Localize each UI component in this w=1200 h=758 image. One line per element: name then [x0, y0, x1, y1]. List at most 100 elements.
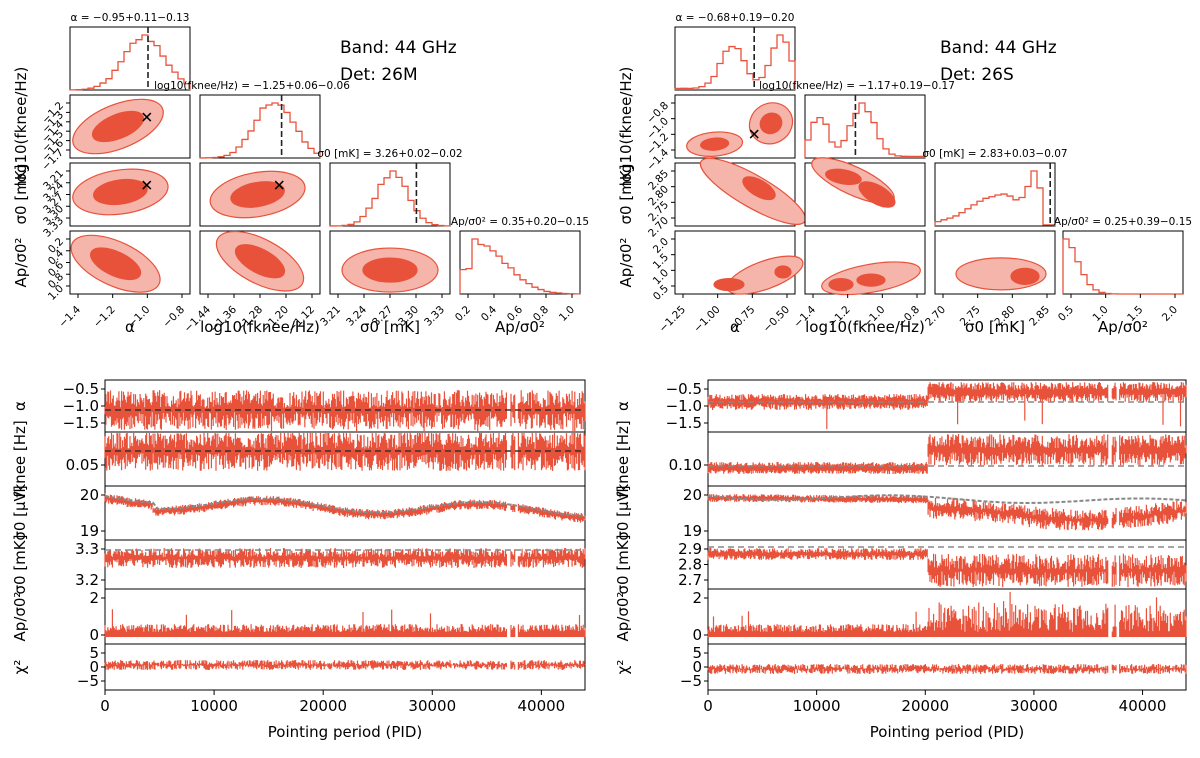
y-tick-label: 2: [692, 589, 702, 607]
x-axis-label: α: [730, 318, 740, 336]
y-axis-label: Ap/σ0²: [617, 238, 635, 288]
y-tick-label: 0: [89, 626, 99, 644]
contour: [90, 247, 142, 281]
y-tick-label: −1.5: [63, 414, 99, 432]
y-tick-label: 5: [692, 644, 702, 662]
y-tick-label: −1.0: [666, 397, 702, 415]
y-axis-label: Ap/σ0²: [11, 592, 29, 642]
histogram-bars: [459, 238, 581, 295]
y-axis-label: fknee [Hz]: [614, 420, 632, 498]
histogram-title: Ap/σ0² = 0.25+0.39−0.15: [1054, 216, 1192, 228]
histogram-bars: [199, 102, 321, 159]
x-tick-label: 40000: [1119, 697, 1167, 715]
series-trace: [707, 548, 1187, 588]
panel-26M: Band: 44 GHz Det: 26M: [340, 38, 457, 85]
y-tick-label: 5: [89, 644, 99, 662]
truth-marker: [749, 129, 759, 139]
corner-axes: [459, 230, 581, 295]
y-tick-label: 2.7: [678, 571, 702, 589]
y-axis-label: log10(fknee/Hz): [617, 67, 635, 187]
histogram-bars: [1062, 238, 1183, 295]
y-tick-label: 2: [89, 589, 99, 607]
x-axis-label: log10(fknee/Hz): [200, 318, 320, 336]
histogram-bars: [69, 34, 191, 91]
corner-axes: [674, 26, 796, 91]
x-tick-label: 40000: [518, 697, 566, 715]
x-tick-label: 30000: [408, 697, 456, 715]
y-axis-label: χ²: [614, 660, 632, 675]
corner-plot-0: α = −0.95+0.11−0.13−1.2−1.3−1.4−1.5−1.6−…: [12, 12, 589, 336]
band-label: Band: 44 GHz: [340, 38, 457, 58]
y-tick-label: −0.5: [63, 380, 99, 398]
x-tick-label: 20000: [299, 697, 347, 715]
y-tick-label: 20: [80, 486, 99, 504]
x-tick-label: −1.4: [57, 303, 84, 330]
histogram-title: Ap/σ0² = 0.35+0.20−0.15: [451, 216, 589, 228]
x-tick-label: 1.0: [557, 304, 577, 324]
contour: [828, 277, 854, 292]
y-axis-label: α: [614, 401, 632, 411]
y-tick-label: 19: [80, 522, 99, 540]
histogram-title: log10(fknee/Hz) = −1.17+0.19−0.17: [759, 80, 955, 92]
y-tick-label: 0.05: [66, 456, 99, 474]
y-tick-label: 20: [683, 486, 702, 504]
corner-axes: [199, 94, 321, 159]
x-tick-label: 2.85: [1027, 304, 1052, 329]
y-tick-label: 3.3: [75, 540, 99, 558]
y-tick-label: −0.5: [666, 380, 702, 398]
y-tick-label: 0: [89, 658, 99, 676]
x-tick-label: 10000: [793, 697, 841, 715]
x-tick-label: 2.0: [1160, 304, 1180, 324]
histogram-bars: [934, 170, 1056, 226]
histogram-bars: [674, 34, 796, 90]
x-tick-label: −0.50: [761, 304, 792, 335]
x-axis-label: σ0 [mK]: [965, 318, 1025, 336]
x-tick-label: 3.33: [422, 304, 447, 329]
y-axis-label: log10(fknee/Hz): [12, 67, 30, 187]
series-trace: [707, 664, 1187, 674]
x-tick-label: 2.70: [923, 304, 948, 329]
x-tick-label: 0: [703, 697, 713, 715]
contour: [91, 110, 145, 143]
series-trace: [707, 591, 1187, 637]
contour: [1010, 267, 1040, 285]
x-tick-label: 30000: [1010, 697, 1058, 715]
y-axis-label: σ0 [μV]: [614, 485, 632, 540]
y-tick-label: −1.0: [63, 397, 99, 415]
contour: [230, 181, 285, 208]
truth-marker: [142, 180, 152, 190]
histogram-title: α = −0.95+0.11−0.13: [71, 12, 190, 24]
y-tick-label: −1.5: [666, 414, 702, 432]
contour: [700, 137, 730, 151]
x-tick-label: −1.25: [657, 304, 688, 335]
contour: [93, 178, 148, 206]
histogram-title: α = −0.68+0.19−0.20: [676, 12, 795, 24]
x-tick-label: 0.5: [1056, 304, 1076, 324]
histogram-title: σ0 [mK] = 2.83+0.03−0.07: [922, 148, 1067, 160]
contour: [362, 257, 418, 283]
y-tick-label: 2.8: [678, 556, 702, 574]
y-tick-label: −5: [680, 672, 702, 690]
x-axis-label: Pointing period (PID): [870, 723, 1024, 741]
y-tick-label: 3.2: [75, 571, 99, 589]
x-axis-label: log10(fknee/Hz): [805, 318, 925, 336]
truth-marker: [142, 112, 152, 122]
panel-26S: Band: 44 GHz Det: 26S: [940, 38, 1057, 85]
x-axis-label: α: [125, 318, 135, 336]
series-trace: [707, 434, 1187, 474]
truth-marker: [274, 180, 284, 190]
y-tick-label: 0.10: [669, 456, 702, 474]
contour: [759, 112, 783, 135]
y-axis-label: Ap/σ0²: [12, 238, 30, 288]
corner-axes: [1062, 230, 1184, 295]
x-axis-label: Pointing period (PID): [268, 723, 422, 741]
reference-trend: [707, 494, 1187, 504]
y-axis-label: χ²: [11, 660, 29, 675]
y-tick-label: −5: [77, 672, 99, 690]
y-axis-label: Ap/σ0²: [614, 592, 632, 642]
contour: [234, 244, 286, 279]
x-tick-label: −1.00: [692, 304, 723, 335]
y-tick-label: 19: [683, 522, 702, 540]
